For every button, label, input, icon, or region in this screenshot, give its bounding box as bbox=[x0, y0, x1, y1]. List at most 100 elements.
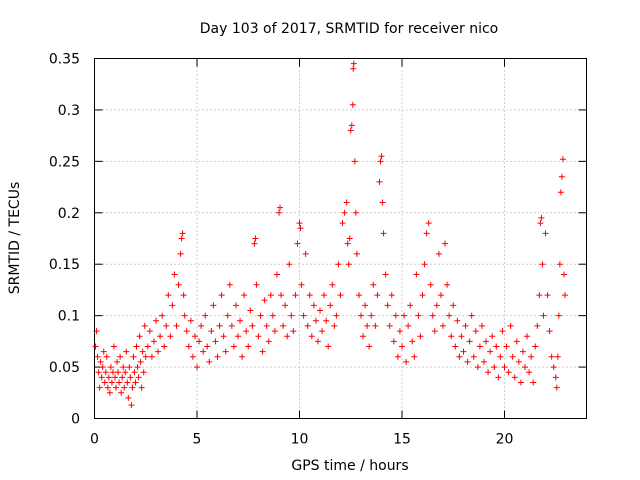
data-point bbox=[148, 353, 155, 360]
data-point bbox=[327, 302, 334, 309]
data-point bbox=[110, 343, 117, 350]
data-point bbox=[255, 333, 262, 340]
data-point bbox=[125, 394, 132, 401]
y-tick-label: 0.35 bbox=[49, 52, 80, 68]
data-point bbox=[98, 374, 105, 381]
data-point bbox=[319, 328, 326, 335]
data-point bbox=[489, 333, 496, 340]
data-point bbox=[557, 189, 564, 196]
data-point bbox=[173, 322, 180, 329]
data-point bbox=[243, 328, 250, 335]
data-point bbox=[429, 312, 436, 319]
data-point bbox=[308, 333, 315, 340]
data-point bbox=[167, 333, 174, 340]
data-point bbox=[121, 384, 128, 391]
data-point bbox=[108, 379, 115, 386]
data-point bbox=[204, 343, 211, 350]
data-point bbox=[329, 281, 336, 288]
data-point bbox=[450, 302, 457, 309]
data-point bbox=[93, 328, 100, 335]
data-point bbox=[317, 307, 323, 314]
data-point bbox=[191, 333, 198, 340]
data-point bbox=[537, 220, 544, 227]
data-point bbox=[339, 220, 346, 227]
data-point bbox=[138, 384, 145, 391]
data-point bbox=[556, 261, 563, 268]
x-tick-label: 15 bbox=[393, 432, 411, 448]
data-point bbox=[163, 322, 170, 329]
data-point bbox=[165, 292, 172, 299]
data-point bbox=[526, 369, 533, 376]
data-point bbox=[102, 369, 109, 376]
data-point bbox=[292, 292, 299, 299]
data-point bbox=[470, 353, 477, 360]
data-point bbox=[390, 338, 397, 345]
data-point bbox=[561, 292, 568, 299]
data-point bbox=[122, 369, 129, 376]
data-point bbox=[341, 209, 348, 216]
data-point bbox=[446, 312, 453, 319]
data-point bbox=[224, 312, 231, 319]
data-point bbox=[555, 312, 562, 319]
data-point bbox=[226, 281, 233, 288]
data-point bbox=[94, 353, 101, 360]
y-tick-label: 0.2 bbox=[58, 206, 80, 222]
data-point bbox=[185, 343, 192, 350]
data-point bbox=[532, 343, 539, 350]
data-point bbox=[538, 214, 545, 221]
data-point bbox=[325, 343, 332, 350]
data-point bbox=[392, 312, 399, 319]
data-point bbox=[282, 302, 289, 309]
data-point bbox=[300, 312, 307, 319]
data-point bbox=[123, 348, 130, 355]
data-point bbox=[159, 312, 166, 319]
data-point bbox=[384, 302, 391, 309]
data-point bbox=[415, 312, 422, 319]
data-point bbox=[534, 322, 541, 329]
data-point bbox=[294, 240, 301, 247]
data-point bbox=[120, 364, 127, 371]
data-point bbox=[146, 328, 153, 335]
data-point bbox=[374, 292, 381, 299]
y-tick-label: 0.05 bbox=[49, 360, 80, 376]
data-point bbox=[351, 158, 358, 165]
data-point bbox=[153, 317, 159, 324]
data-point bbox=[347, 127, 354, 134]
data-point bbox=[474, 364, 481, 371]
data-point bbox=[169, 302, 176, 309]
grid bbox=[94, 58, 587, 419]
chart-title: Day 103 of 2017, SRMTID for receiver nic… bbox=[200, 21, 498, 37]
data-point bbox=[377, 158, 384, 165]
data-point bbox=[370, 281, 377, 288]
data-point bbox=[144, 343, 151, 350]
data-point bbox=[302, 250, 309, 257]
data-points bbox=[92, 60, 568, 409]
data-point bbox=[348, 122, 355, 129]
data-point bbox=[133, 343, 140, 350]
data-point bbox=[435, 250, 442, 257]
data-point bbox=[425, 220, 432, 227]
data-point bbox=[181, 312, 188, 319]
data-point bbox=[99, 364, 106, 371]
x-tick-label: 10 bbox=[291, 432, 309, 448]
x-tick-label: 0 bbox=[90, 432, 99, 448]
data-point bbox=[105, 374, 112, 381]
data-point bbox=[107, 364, 114, 371]
data-point bbox=[503, 343, 510, 350]
data-point bbox=[131, 369, 138, 376]
data-point bbox=[183, 328, 190, 335]
data-point bbox=[206, 358, 213, 365]
data-point bbox=[273, 271, 280, 278]
data-point bbox=[286, 261, 293, 268]
data-point bbox=[345, 261, 352, 268]
data-point bbox=[485, 369, 492, 376]
data-point bbox=[417, 333, 424, 340]
data-point bbox=[454, 317, 461, 324]
data-point bbox=[218, 292, 225, 299]
data-point bbox=[344, 240, 351, 247]
data-point bbox=[115, 369, 122, 376]
data-point bbox=[419, 292, 426, 299]
data-point bbox=[337, 292, 344, 299]
data-point bbox=[140, 369, 147, 376]
